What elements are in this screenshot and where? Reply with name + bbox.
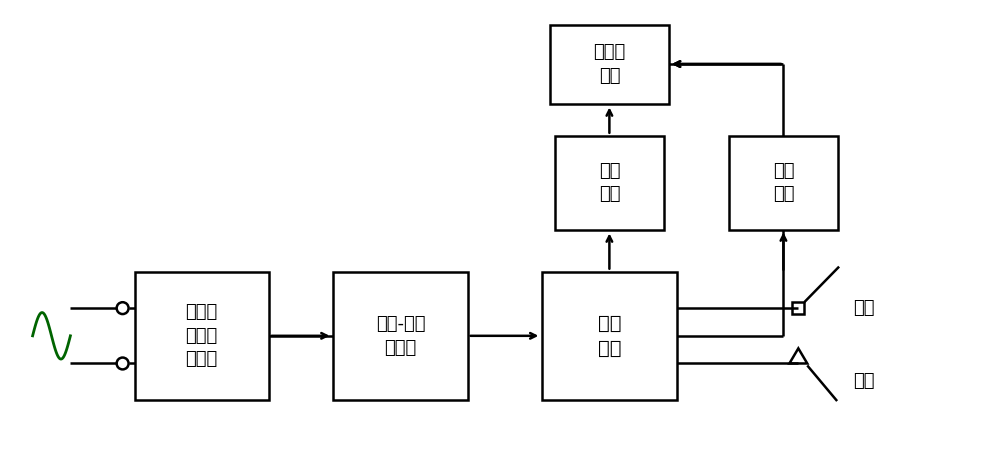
Bar <box>792 302 804 314</box>
FancyBboxPatch shape <box>542 271 677 400</box>
Text: 驱动
电路: 驱动 电路 <box>599 162 620 203</box>
Text: 检测
电路: 检测 电路 <box>773 162 794 203</box>
FancyBboxPatch shape <box>135 271 269 400</box>
Text: 功率因
数校正
变换器: 功率因 数校正 变换器 <box>186 303 218 369</box>
Text: 功率
回路: 功率 回路 <box>598 314 621 358</box>
FancyBboxPatch shape <box>729 135 838 229</box>
FancyBboxPatch shape <box>555 135 664 229</box>
Text: 直流-直流
变换器: 直流-直流 变换器 <box>376 315 425 357</box>
FancyBboxPatch shape <box>550 25 669 103</box>
Text: 工具: 工具 <box>853 372 875 390</box>
Text: 工件: 工件 <box>853 299 875 317</box>
FancyBboxPatch shape <box>333 271 468 400</box>
Text: 脉冲发
生器: 脉冲发 生器 <box>593 43 626 85</box>
